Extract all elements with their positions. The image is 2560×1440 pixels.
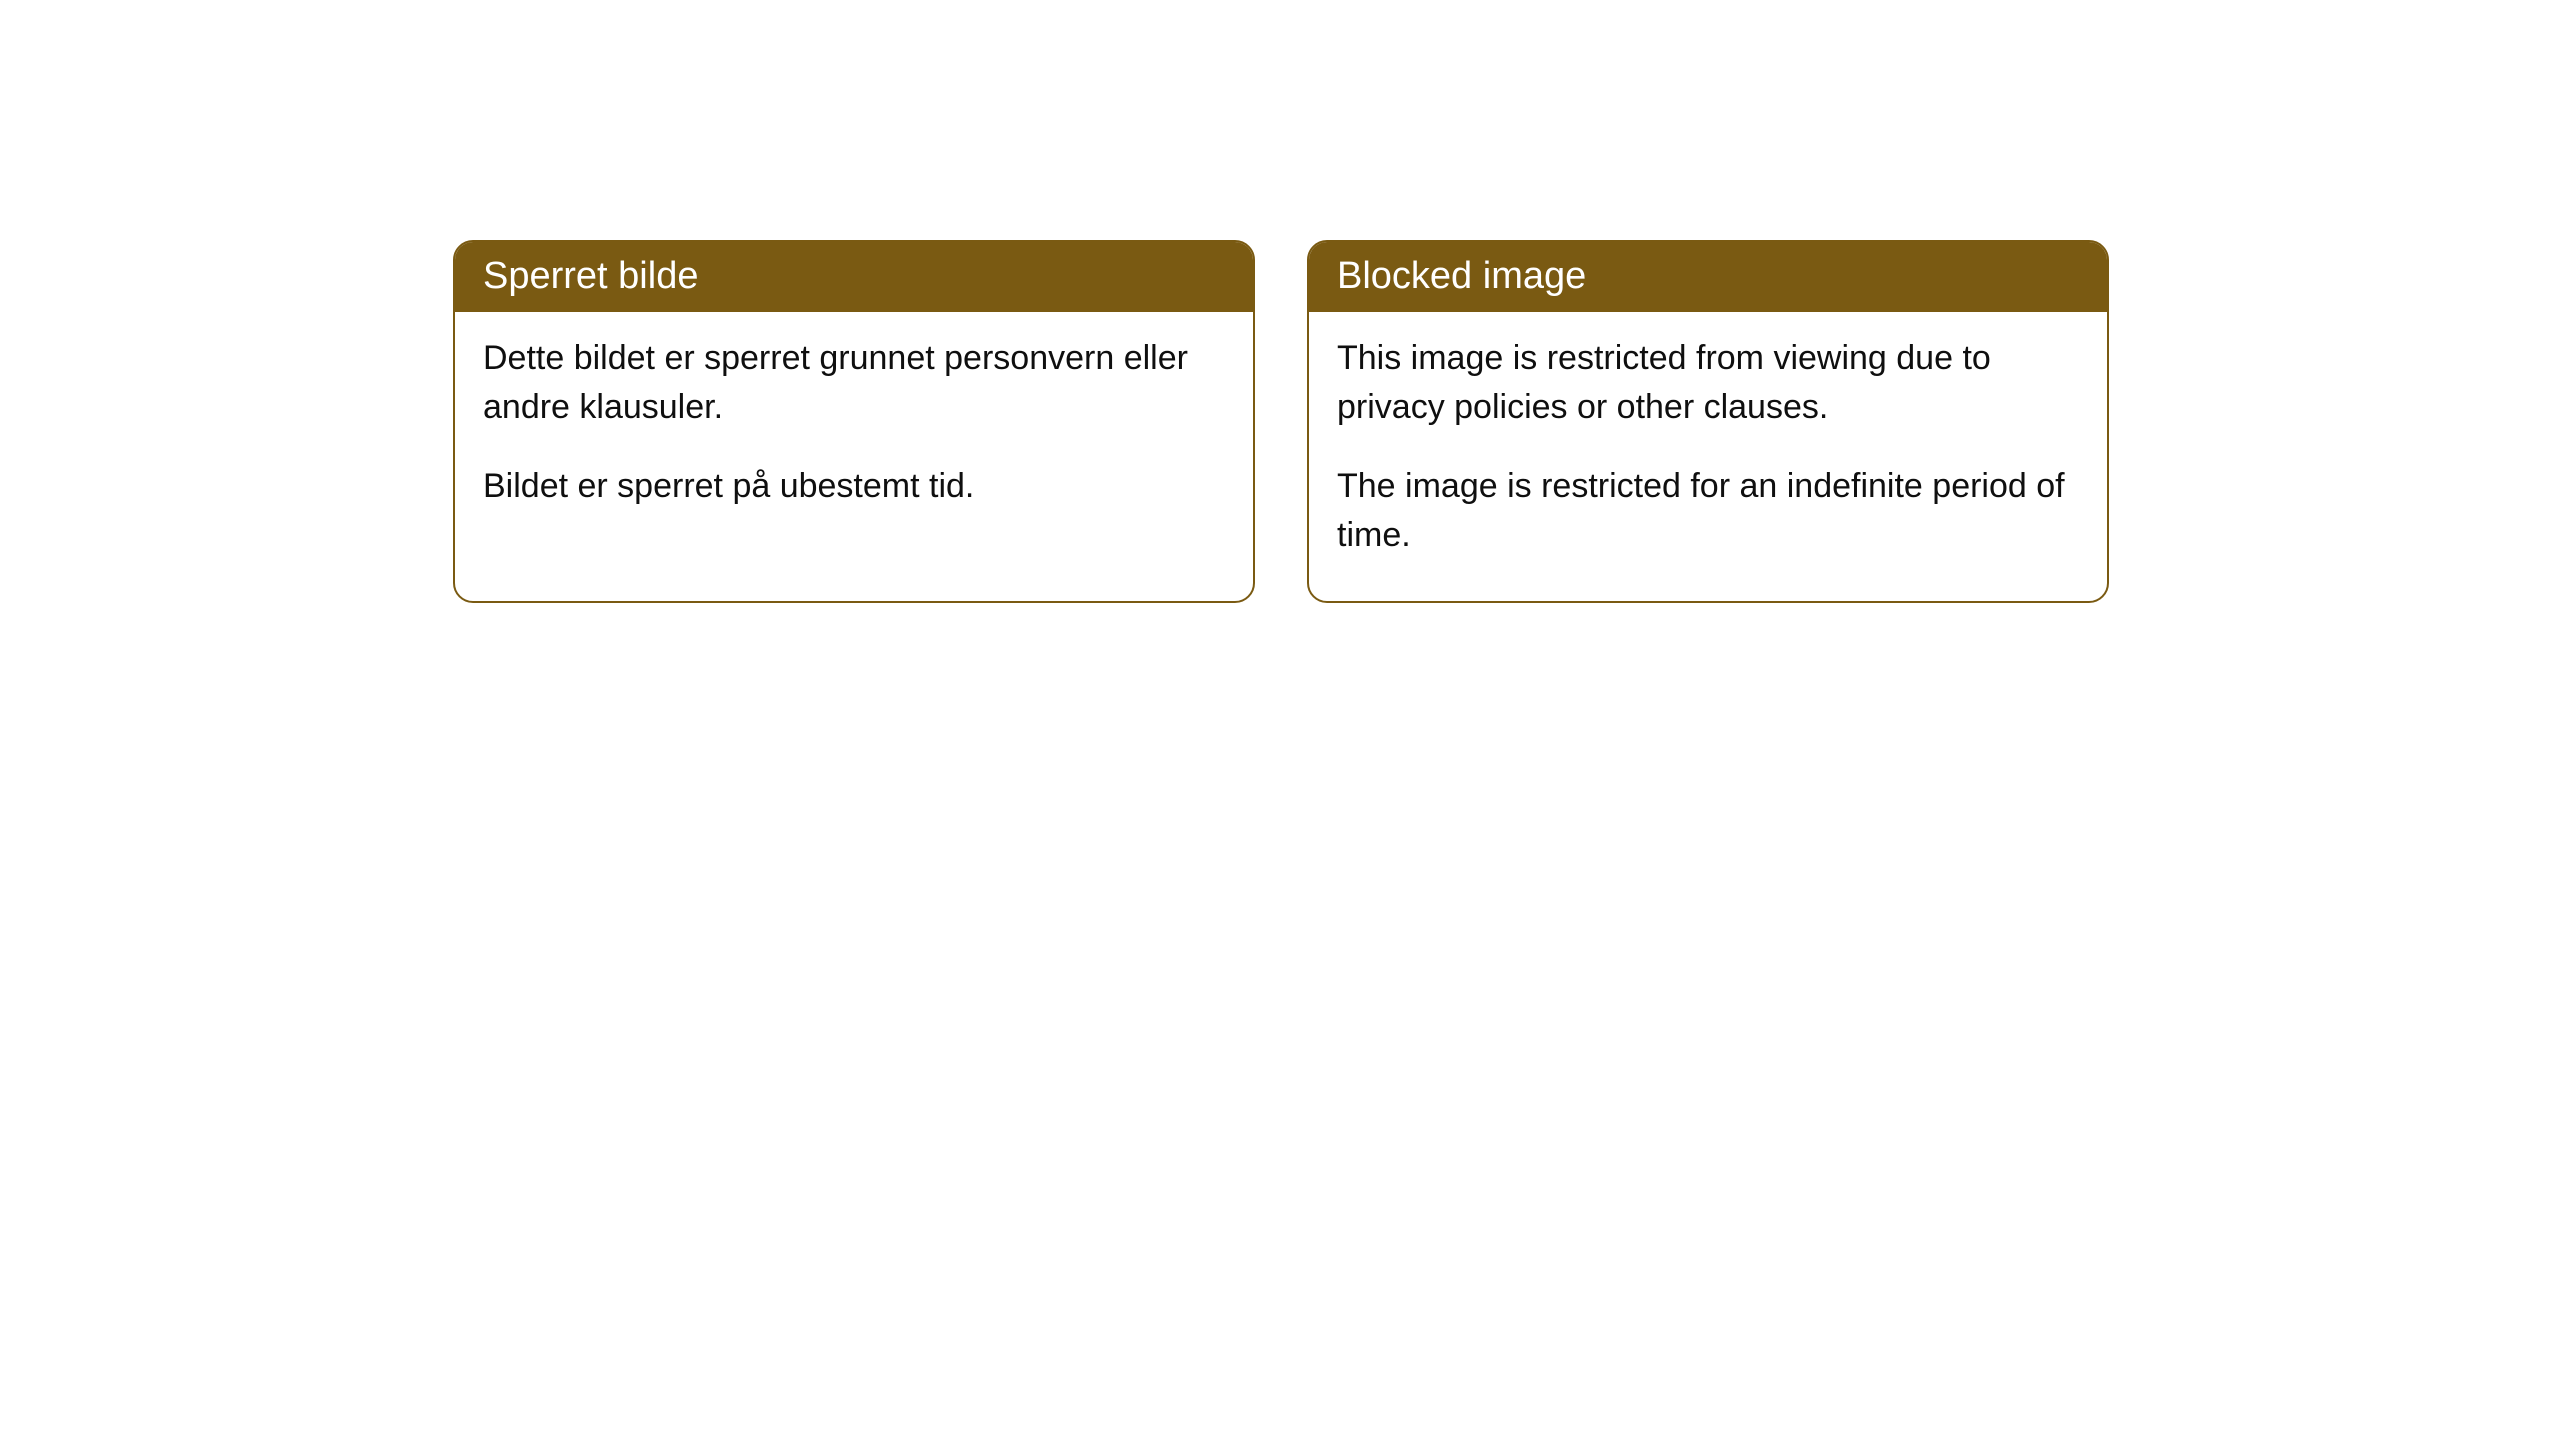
- card-header: Blocked image: [1309, 242, 2107, 312]
- card-body: Dette bildet er sperret grunnet personve…: [455, 312, 1253, 552]
- card-title: Sperret bilde: [483, 255, 698, 297]
- card-header: Sperret bilde: [455, 242, 1253, 312]
- card-title: Blocked image: [1337, 255, 1586, 297]
- notice-cards-container: Sperret bilde Dette bildet er sperret gr…: [453, 240, 2109, 603]
- card-paragraph: This image is restricted from viewing du…: [1337, 334, 2079, 433]
- card-paragraph: The image is restricted for an indefinit…: [1337, 462, 2079, 561]
- card-body: This image is restricted from viewing du…: [1309, 312, 2107, 601]
- notice-card-no: Sperret bilde Dette bildet er sperret gr…: [453, 240, 1255, 603]
- card-paragraph: Bildet er sperret på ubestemt tid.: [483, 462, 1225, 511]
- card-paragraph: Dette bildet er sperret grunnet personve…: [483, 334, 1225, 433]
- notice-card-en: Blocked image This image is restricted f…: [1307, 240, 2109, 603]
